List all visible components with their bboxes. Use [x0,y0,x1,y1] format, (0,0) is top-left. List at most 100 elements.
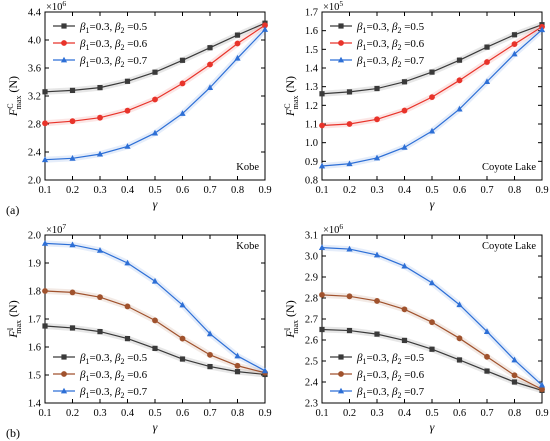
data-point [484,368,490,374]
legend-marker [60,56,68,63]
legend-label: β1=0.3, β2 =0.6 [356,369,425,383]
y-tick-label: 1.6 [305,26,318,37]
y-tick-label: 1.2 [305,101,318,112]
x-tick-label: 0.8 [508,185,521,196]
series-3 [318,26,546,169]
data-point [401,262,408,269]
x-axis-label: γ [430,197,435,211]
data-point [234,32,241,38]
x-tick-label: 0.3 [370,185,383,196]
y-tick-label: 2.5 [305,357,318,368]
series-halo [321,326,543,394]
series-line [321,247,543,386]
x-tick-label: 0.3 [93,185,106,196]
data-point [456,77,463,84]
series-halo [321,244,545,388]
data-point [346,293,353,300]
data-point [401,79,408,85]
x-tick-label: 0.2 [343,408,356,419]
figure-label-b: (b) [6,426,20,440]
data-point [42,120,48,127]
data-point [69,87,76,93]
x-tick-label: 0.9 [535,408,548,419]
y-tick-label: 2.9 [305,273,318,284]
series-1 [319,21,545,97]
data-point [234,369,241,375]
x-tick-label: 0.1 [38,408,51,419]
data-point [151,277,159,284]
data-point [69,155,76,161]
data-point [456,357,463,363]
x-tick-label: 0.4 [398,408,412,419]
y-tick-label: 1.4 [28,399,42,410]
data-point [206,84,214,90]
series-3 [41,26,269,163]
data-point [124,107,131,114]
data-point [429,319,435,326]
series-2 [42,288,268,376]
data-point [124,143,131,149]
data-point [538,26,546,33]
data-point [373,154,381,161]
data-point [374,85,380,92]
y-axis-label: FCmax (N) [283,76,301,117]
legend-label: β1=0.3, β2 =0.7 [79,386,148,400]
station-annotation: Coyote Lake [482,241,536,252]
legend-label: β1=0.3, β2 =0.5 [79,21,148,35]
data-point [262,22,268,29]
data-point [152,69,158,75]
series-halo [321,24,544,129]
data-point [97,329,103,335]
y-tick-label: 2.0 [28,231,41,242]
data-point [319,122,325,129]
y-axis-label: FImax (N) [283,300,301,338]
y-tick-label: 3.0 [305,252,318,263]
data-point [511,32,518,38]
data-point [207,351,213,358]
y-multiplier: ×106 [46,0,66,13]
data-point [97,85,103,91]
data-point [428,279,436,286]
data-point [179,80,186,87]
data-point [429,94,435,101]
data-point [69,325,76,331]
data-point [234,40,241,47]
legend-label: β1=0.3, β2 =0.6 [79,38,148,52]
x-tick-label: 0.5 [425,185,438,196]
y-tick-label: 2.6 [305,336,318,347]
data-point [456,105,463,112]
legend-label: β1=0.3, β2 =0.7 [356,55,425,69]
series-line [44,22,266,93]
data-point [124,78,131,84]
x-tick-label: 0.6 [176,408,189,419]
legend-label: β1=0.3, β2 =0.5 [356,21,425,35]
x-tick-label: 0.3 [93,408,106,419]
y-tick-label: 2.8 [28,120,41,131]
legend-marker [338,23,344,29]
data-point [538,381,546,388]
data-point [206,330,214,337]
x-tick-label: 0.1 [38,185,51,196]
series-halo [44,20,267,95]
y-multiplier: ×106 [323,222,343,237]
y-tick-label: 3.2 [28,92,41,103]
y-tick-label: 3.1 [305,231,318,242]
y-tick-label: 2.8 [305,294,318,305]
data-point [42,288,48,294]
data-point [346,160,353,167]
y-axis-label-text: FImax (N) [283,300,301,338]
data-point [346,89,353,95]
data-point [484,59,490,65]
legend-marker [338,40,344,46]
data-point [207,61,213,68]
y-tick-label: 4.4 [28,8,42,19]
data-point [96,150,104,157]
legend-marker [61,40,67,46]
series-halo [44,288,266,376]
x-tick-label: 0.6 [176,185,189,196]
data-point [429,346,435,352]
series-line [44,242,266,372]
station-annotation: Kobe [236,241,259,252]
